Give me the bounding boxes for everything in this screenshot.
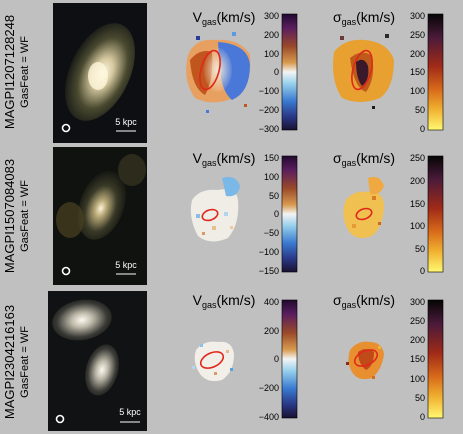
- row-3-sig-tick: 200: [410, 335, 425, 345]
- row-2-vel-ellipse: [201, 208, 219, 222]
- row-1-galaxy-image: 5 kpc: [53, 3, 147, 143]
- row-2-sig-tick: 100: [410, 221, 425, 231]
- row-1-vel-tick: 0: [274, 67, 279, 77]
- row-1-scale-label: 5 kpc: [115, 117, 137, 127]
- row-2-psf-marker: [61, 266, 71, 276]
- row-1-vel-tick: −300: [259, 124, 279, 134]
- row-2-sig-tick: 200: [410, 176, 425, 186]
- row-1-vel-title: Vgas(km/s): [193, 9, 256, 27]
- row-3-velocity-map: [192, 341, 234, 382]
- row-3-vel-tick: −200: [259, 383, 279, 393]
- row-2-sig-colorbar: 250 200 150 100 50 0: [410, 153, 444, 276]
- row-1-dispersion-map: [333, 34, 394, 109]
- row-1-sig-tick: 300: [410, 11, 425, 21]
- row-1-sig-ellipse: [351, 49, 373, 91]
- row-2-velocity-map: [190, 177, 240, 242]
- row-2-vel-tick: −100: [259, 247, 279, 257]
- row-3-vel-tick: −400: [259, 412, 279, 422]
- row-2-scale-label: 5 kpc: [115, 260, 137, 270]
- row-1-sig-tick: 200: [410, 49, 425, 59]
- row-3-sig-tick: 150: [410, 354, 425, 364]
- row-3-vel-tick: 0: [274, 354, 279, 364]
- row-1-galaxy-id: MAGPI1207128248: [2, 15, 17, 129]
- row-2-sig-tick: 0: [420, 266, 425, 276]
- row-3-sig-tick: 50: [415, 393, 425, 403]
- row-2-vel-title: Vgas(km/s): [193, 150, 256, 168]
- row-1-vel-tick: −100: [259, 86, 279, 96]
- row-1-sig-title: σgas(km/s): [333, 9, 395, 27]
- row-2-vel-colorbar: 150 100 50 0 −50 −100 −150: [259, 153, 298, 276]
- row-2-vel-tick: 150: [264, 153, 279, 163]
- row-2-galaxy-image: 5 kpc: [53, 147, 147, 285]
- row-3-dispersion-map: [346, 341, 384, 380]
- row-3-galaxy-image: 5 kpc: [48, 291, 147, 431]
- row-1-sig-colorbar: 300 250 200 150 100 50 0: [410, 11, 444, 134]
- row-3-sig-colorbar: 300 250 200 150 100 50 0: [410, 297, 444, 422]
- row-1-vel-tick: 300: [264, 11, 279, 21]
- row-3-sig-ellipse: [353, 349, 379, 367]
- row-1-sig-tick: 0: [420, 124, 425, 134]
- row-3-sig-tick: 0: [420, 412, 425, 422]
- row-3-sig-tick: 250: [410, 316, 425, 326]
- row-1-sig-tick: 250: [410, 30, 425, 40]
- row-3-sig-tick: 300: [410, 297, 425, 307]
- row-2-sig-tick: 150: [410, 199, 425, 209]
- row-2-sig-title: σgas(km/s): [333, 150, 395, 168]
- row-1-psf-marker: [61, 123, 71, 133]
- row-2-sig-ellipse: [355, 207, 373, 221]
- row-2-vel-tick: 50: [269, 191, 279, 201]
- row-2-dispersion-map: [343, 177, 384, 238]
- row-2-vel-tick: −50: [264, 228, 279, 238]
- row-2-vel-tick: −150: [259, 266, 279, 276]
- row-1-vel-tick: 100: [264, 49, 279, 59]
- row-1-gasfeat-label: GasFeat = WF: [19, 36, 31, 108]
- row-2-vel-tick: 100: [264, 172, 279, 182]
- row-1-velocity-map: [186, 32, 251, 113]
- row-2: MAGPI1507084083 GasFeat = WF 5 kpc Vgas(…: [2, 147, 444, 285]
- row-3-psf-marker: [55, 414, 65, 424]
- row-1-sig-tick: 100: [410, 86, 425, 96]
- row-3-scale-label: 5 kpc: [119, 407, 141, 417]
- row-3-vel-colorbar: 400 200 0 −200 −400: [259, 297, 298, 422]
- row-3-vel-title: Vgas(km/s): [193, 292, 256, 310]
- row-1: MAGPI1207128248 GasFeat = WF 5 kpc Vgas(…: [2, 3, 444, 143]
- row-3-vel-tick: 400: [264, 297, 279, 307]
- row-2-gasfeat-label: GasFeat = WF: [19, 180, 31, 252]
- row-3-sig-tick: 100: [410, 374, 425, 384]
- row-3-vel-ellipse: [199, 351, 225, 369]
- row-3-vel-tick: 200: [264, 326, 279, 336]
- row-1-vel-ellipse: [199, 49, 221, 91]
- row-3-gasfeat-label: GasFeat = WF: [19, 326, 31, 398]
- row-1-vel-tick: 200: [264, 30, 279, 40]
- row-1-vel-tick: −200: [259, 105, 279, 115]
- row-1-sig-tick: 150: [410, 67, 425, 77]
- row-3-galaxy-id: MAGPI2304216163: [2, 305, 17, 419]
- row-1-sig-tick: 50: [415, 105, 425, 115]
- row-2-sig-tick: 250: [410, 153, 425, 163]
- row-3: MAGPI2304216163 GasFeat = WF 5 kpc Vgas(…: [2, 291, 444, 431]
- row-3-sig-title: σgas(km/s): [333, 292, 395, 310]
- row-2-sig-tick: 50: [415, 244, 425, 254]
- row-1-vel-colorbar: 300 200 100 0 −100 −200 −300: [259, 11, 298, 134]
- row-2-vel-tick: 0: [274, 209, 279, 219]
- row-2-galaxy-id: MAGPI1507084083: [2, 159, 17, 273]
